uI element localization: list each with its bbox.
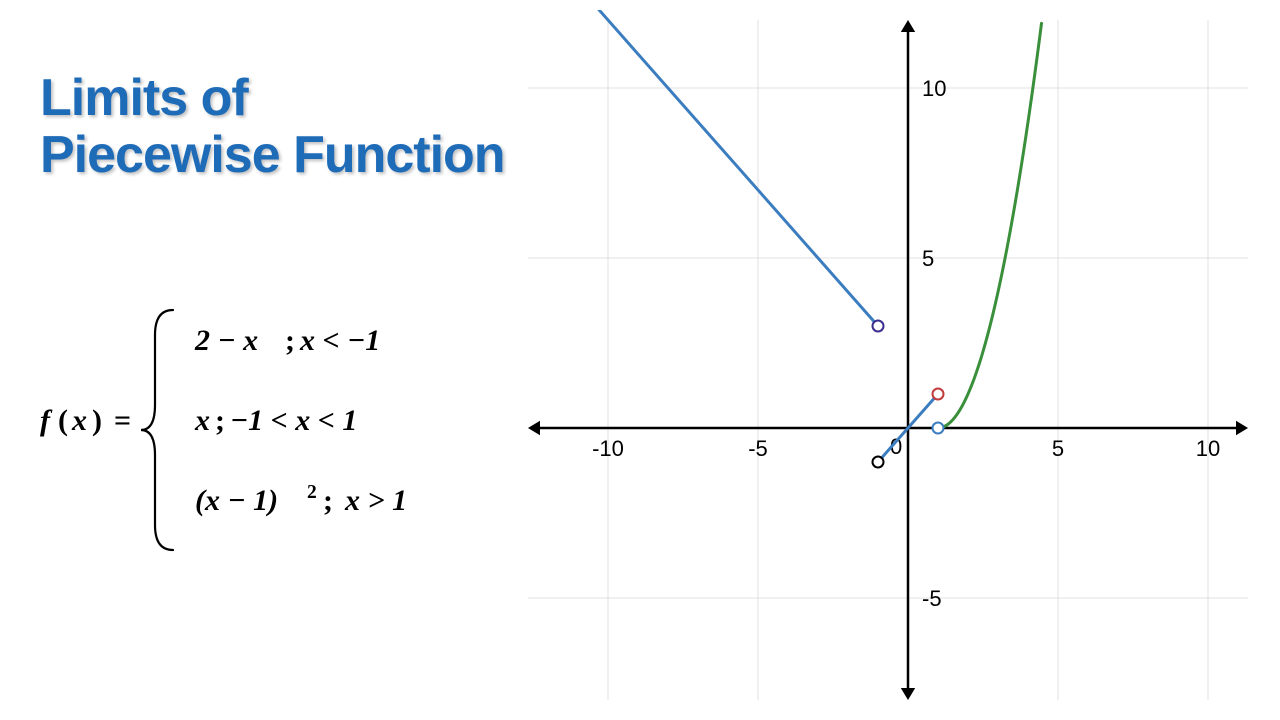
- svg-text:x > 1: x > 1: [344, 484, 407, 517]
- svg-text:2: 2: [307, 482, 317, 503]
- svg-text:;: ;: [285, 324, 295, 357]
- svg-text:f: f: [40, 404, 53, 437]
- svg-text:-5: -5: [922, 586, 942, 611]
- svg-text:-10: -10: [592, 436, 624, 461]
- svg-text:−1 < x < 1: −1 < x < 1: [230, 404, 357, 437]
- title-line-2: Piecewise Function: [40, 126, 505, 184]
- svg-text:(: (: [58, 404, 68, 437]
- svg-text:;: ;: [215, 404, 225, 437]
- svg-text:): ): [92, 404, 102, 437]
- piecewise-chart: -10-5510-55100: [508, 10, 1268, 710]
- piecewise-formula: f(x)=2 − x;x < −1x;−1 < x < 1(x − 1)2;x …: [30, 280, 510, 585]
- svg-text:x < −1: x < −1: [299, 324, 380, 357]
- svg-text:=: =: [114, 404, 131, 437]
- page-title: Limits of Piecewise Function: [40, 70, 505, 184]
- graph-panel: -10-5510-55100: [508, 10, 1268, 710]
- svg-text:;: ;: [323, 484, 333, 517]
- svg-text:5: 5: [1052, 436, 1064, 461]
- svg-text:10: 10: [922, 76, 946, 101]
- svg-text:(x − 1): (x − 1): [195, 484, 278, 517]
- svg-text:10: 10: [1196, 436, 1220, 461]
- svg-text:5: 5: [922, 246, 934, 271]
- title-line-1: Limits of: [40, 69, 248, 127]
- svg-text:x: x: [194, 404, 210, 437]
- svg-text:x: x: [71, 404, 87, 437]
- svg-text:2 − x: 2 − x: [194, 324, 258, 357]
- svg-text:-5: -5: [748, 436, 768, 461]
- formula-svg: f(x)=2 − x;x < −1x;−1 < x < 1(x − 1)2;x …: [30, 280, 510, 580]
